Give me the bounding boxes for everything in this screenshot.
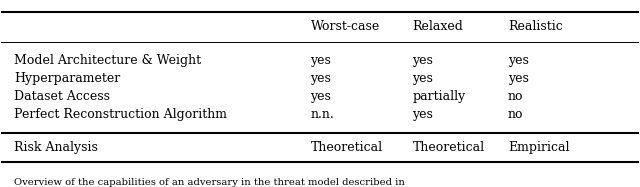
- Text: Hyperparameter: Hyperparameter: [14, 72, 120, 85]
- Text: yes: yes: [310, 90, 332, 103]
- Text: Empirical: Empirical: [508, 141, 570, 154]
- Text: Theoretical: Theoretical: [412, 141, 484, 154]
- Text: Dataset Access: Dataset Access: [14, 90, 110, 103]
- Text: Theoretical: Theoretical: [310, 141, 383, 154]
- Text: yes: yes: [508, 53, 529, 67]
- Text: yes: yes: [412, 72, 433, 85]
- Text: yes: yes: [508, 72, 529, 85]
- Text: Model Architecture & Weight: Model Architecture & Weight: [14, 53, 201, 67]
- Text: no: no: [508, 108, 524, 121]
- Text: Relaxed: Relaxed: [412, 21, 463, 33]
- Text: yes: yes: [412, 108, 433, 121]
- Text: Realistic: Realistic: [508, 21, 563, 33]
- Text: Risk Analysis: Risk Analysis: [14, 141, 98, 154]
- Text: Overview of the capabilities of an adversary in the threat model described in: Overview of the capabilities of an adver…: [14, 178, 405, 187]
- Text: no: no: [508, 90, 524, 103]
- Text: n.n.: n.n.: [310, 108, 334, 121]
- Text: Perfect Reconstruction Algorithm: Perfect Reconstruction Algorithm: [14, 108, 227, 121]
- Text: partially: partially: [412, 90, 466, 103]
- Text: yes: yes: [412, 53, 433, 67]
- Text: Worst-case: Worst-case: [310, 21, 380, 33]
- Text: yes: yes: [310, 72, 332, 85]
- Text: yes: yes: [310, 53, 332, 67]
